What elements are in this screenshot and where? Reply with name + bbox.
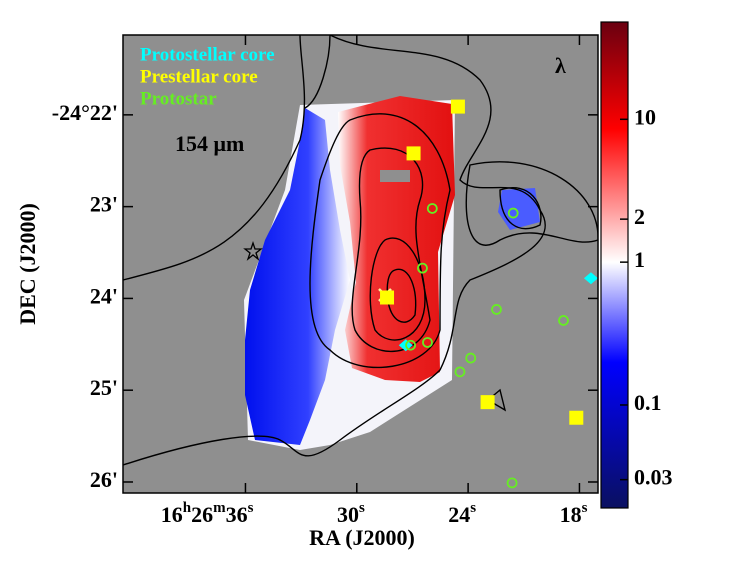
colorbar — [600, 21, 629, 509]
protostar-marker — [507, 207, 519, 219]
y-axis-title: DEC (J2000) — [15, 203, 40, 325]
prestellar-marker — [380, 290, 395, 305]
protostar-marker — [506, 477, 518, 489]
y-tick-label: 26' — [90, 467, 118, 492]
legend-entry: Protostellar core — [140, 44, 275, 65]
prestellar-marker — [450, 99, 465, 114]
y-tick-label: 25' — [90, 375, 118, 400]
y-tick-label: 23' — [90, 192, 118, 217]
ratio-blue-small — [498, 188, 540, 230]
protostar-marker — [405, 339, 416, 351]
x-tick-label: 16h26m36s — [161, 500, 254, 527]
x-tick-label: 30s — [337, 500, 365, 527]
contours — [123, 35, 598, 466]
colorbar-tick-label: 0.1 — [634, 390, 662, 415]
legend-entry: Protostar — [140, 88, 217, 109]
protostellar-marker — [583, 272, 598, 285]
ratio-blue — [245, 108, 350, 445]
prestellar-marker — [569, 410, 584, 425]
colorbar-tick-label: 10 — [634, 104, 656, 129]
prestellar-marker — [480, 395, 495, 410]
protostar-marker — [465, 352, 477, 364]
colorbar-tick-label: 2 — [634, 204, 645, 229]
protostar-marker — [558, 315, 569, 326]
y-tick-label: 24' — [90, 283, 118, 308]
protostar-marker — [491, 304, 502, 315]
x-tick-label: 24s — [448, 500, 476, 527]
protostar-marker — [454, 366, 466, 378]
x-tick-label: 18s — [560, 500, 588, 527]
ratio-hole — [380, 170, 410, 182]
prestellar-marker — [406, 146, 421, 161]
star-symbol — [243, 240, 263, 261]
colorbar-tick-label: 0.03 — [634, 465, 673, 490]
lambda-annotation: λ — [555, 53, 566, 78]
colorbar-tick-label: 1 — [634, 247, 645, 272]
x-axis-title: RA (J2000) — [309, 525, 415, 550]
protostar-marker — [422, 337, 433, 348]
plot-frame — [122, 34, 599, 494]
wavelength-annotation: 154 μm — [175, 131, 244, 156]
protostar-marker — [426, 203, 438, 214]
legend-entry: Prestellar core — [140, 66, 258, 87]
protostar-marker — [417, 262, 428, 274]
map-image — [123, 35, 598, 466]
y-tick-label: -24°22' — [52, 100, 118, 125]
markers — [380, 99, 598, 489]
